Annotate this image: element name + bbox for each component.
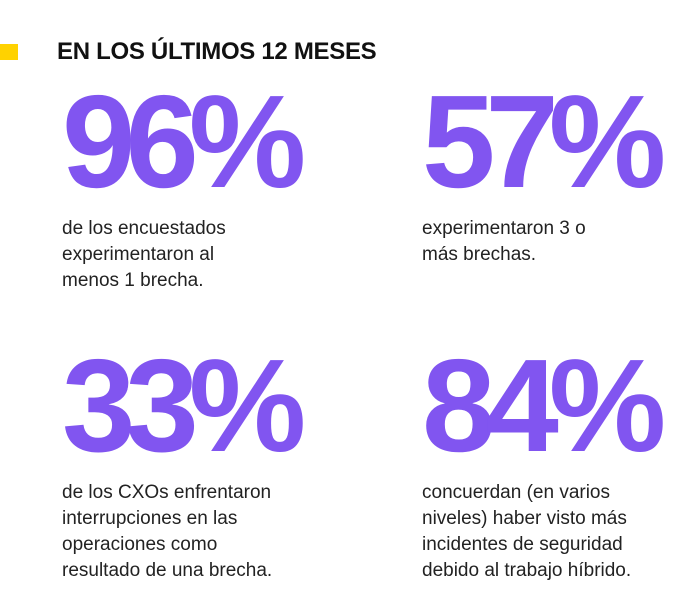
page-title: EN LOS ÚLTIMOS 12 MESES — [57, 38, 377, 65]
stat-description: de los CXOs enfrentaron interrupciones e… — [62, 482, 273, 581]
stat-block-57: 57% experimentaron 3 o más brechas. — [422, 68, 666, 268]
accent-bar — [0, 44, 18, 60]
stat-description: concuerdan (en varios niveles) haber vis… — [422, 482, 632, 581]
stat-value: 33% — [62, 332, 306, 479]
stat-description: de los encuestados experimentaron al men… — [62, 218, 226, 291]
stat-value: 57% — [422, 68, 666, 215]
stat-value: 84% — [422, 332, 666, 479]
stat-value: 96% — [62, 68, 306, 215]
stat-description: experimentaron 3 o más brechas. — [422, 218, 586, 265]
stat-block-33: 33% de los CXOs enfrentaron interrupcion… — [62, 332, 306, 584]
stat-block-96: 96% de los encuestados experimentaron al… — [62, 68, 306, 294]
stat-block-84: 84% concuerdan (en varios niveles) haber… — [422, 332, 666, 584]
